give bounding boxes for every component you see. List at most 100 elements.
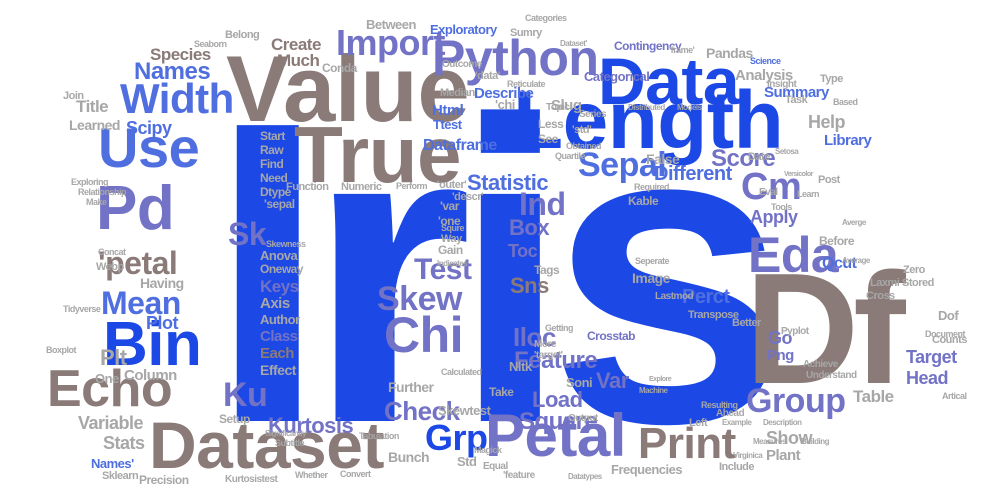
word-mean: Mean bbox=[101, 285, 181, 321]
word-start: Start bbox=[260, 129, 285, 143]
word-std-quoted: 'std' bbox=[572, 124, 592, 136]
word-eda: Eda bbox=[748, 227, 839, 283]
word-belong: Belong bbox=[225, 29, 260, 41]
word-eval: Eval bbox=[759, 187, 778, 198]
word-contingency: Contingency bbox=[614, 39, 682, 53]
word-true: True bbox=[294, 110, 461, 199]
word-grp: Grp bbox=[425, 417, 488, 458]
word-summary: Summary bbox=[764, 84, 829, 101]
word-insight: Insight bbox=[767, 79, 797, 90]
word-keys: Keys bbox=[260, 277, 299, 296]
word-author: Author bbox=[260, 312, 300, 327]
word-building: Building bbox=[801, 437, 830, 446]
word-getting: Getting bbox=[545, 323, 574, 333]
word-sklearn: Sklearn bbox=[102, 470, 139, 482]
word-subtitle: Subtitle bbox=[275, 438, 305, 448]
word-describe: Describe bbox=[474, 85, 534, 102]
word-python: Python bbox=[432, 30, 599, 86]
word-frequencies: Frequencies bbox=[611, 462, 683, 477]
word-zero: Zero bbox=[903, 264, 925, 276]
word-iris: Iris bbox=[208, 33, 787, 501]
word-library: Library bbox=[824, 132, 872, 149]
word-dataset: Dataset bbox=[149, 408, 384, 482]
word-transpose: Transpose bbox=[688, 309, 739, 321]
word-iloc: Iloc bbox=[513, 322, 556, 352]
word-echo: Echo bbox=[47, 360, 173, 418]
word-pd: Pd bbox=[96, 174, 175, 243]
word-series: Series bbox=[579, 109, 607, 120]
word-cm: Cm bbox=[741, 166, 802, 208]
word-type: Type bbox=[820, 73, 843, 85]
word-each: Each bbox=[260, 345, 294, 362]
word-versicolor: Versicolor bbox=[784, 171, 813, 178]
word-sumry: Sumry bbox=[510, 27, 542, 39]
word-better: Better bbox=[732, 317, 761, 329]
word-plant: Plant bbox=[766, 447, 801, 464]
word-descr-quoted: 'descr' bbox=[452, 191, 484, 203]
word-plot: Plot bbox=[146, 313, 179, 333]
word-html: Html bbox=[432, 102, 464, 119]
word-use: Use bbox=[98, 116, 200, 179]
word-average: Average bbox=[842, 256, 870, 265]
word-lastmod: Lastmod bbox=[655, 291, 694, 302]
word-webp: Webp bbox=[96, 261, 124, 273]
word-categorical: Categorical bbox=[584, 69, 650, 84]
word-names-quoted: Names' bbox=[91, 456, 134, 471]
word-include: Include bbox=[719, 461, 755, 473]
word-one: One bbox=[95, 371, 119, 386]
word-see: See bbox=[538, 132, 558, 146]
word-skewtest: Skewtest bbox=[438, 403, 491, 418]
word-understand: Understand bbox=[806, 370, 857, 381]
word-dataset-quoted: Dataset' bbox=[560, 39, 587, 48]
word-scipy: Scipy bbox=[126, 118, 172, 138]
word-median: Median bbox=[440, 87, 475, 99]
word-categories: Categories bbox=[525, 13, 567, 23]
word-dof: Dof bbox=[938, 308, 959, 323]
word-sepal-quoted: 'sepal bbox=[264, 197, 295, 211]
word-laxmi: Laxmi bbox=[870, 277, 900, 289]
word-numeric: Numeric bbox=[341, 181, 382, 193]
word-setup: Setup bbox=[219, 412, 250, 426]
word-table: Table bbox=[853, 387, 894, 406]
word-load: Load bbox=[532, 387, 583, 412]
word-date: Date bbox=[748, 151, 770, 163]
word-head: Head bbox=[906, 368, 949, 388]
word-seperate: Seperate bbox=[635, 256, 670, 266]
word-qcut: Qcut bbox=[822, 255, 857, 272]
word-kable: Kable bbox=[628, 194, 659, 208]
word-petal-quoted: 'petal bbox=[98, 245, 178, 281]
word-target: Target bbox=[906, 347, 957, 367]
word-stats: Stats bbox=[103, 433, 145, 453]
word-outcome: Outcome bbox=[442, 59, 482, 70]
word-soni: Soni bbox=[566, 375, 593, 390]
word-var: Var bbox=[596, 368, 629, 393]
word-species: Species bbox=[150, 45, 211, 64]
word-group: Group bbox=[746, 382, 846, 420]
word-slug: Slug bbox=[551, 97, 582, 114]
word-need: Need bbox=[260, 171, 288, 185]
word-chi-quoted: 'chi bbox=[495, 97, 515, 112]
word-calculated: Calculated bbox=[441, 367, 482, 377]
word-data: Data bbox=[598, 44, 740, 118]
word-apply: Apply bbox=[750, 207, 798, 227]
word-tags: Tags bbox=[534, 263, 560, 277]
word-feature-quoted: 'feature bbox=[503, 470, 535, 481]
word-image: Image bbox=[632, 270, 670, 286]
word-score: Score bbox=[711, 145, 776, 172]
word-less: Less bbox=[538, 117, 564, 131]
word-chi: Chi bbox=[384, 307, 464, 363]
word-different: Different bbox=[654, 163, 732, 185]
word-sns: Sns bbox=[510, 273, 549, 298]
word-learn: Learn bbox=[797, 189, 820, 199]
word-target-quoted: 'target' bbox=[534, 350, 563, 361]
word-value: Value bbox=[226, 36, 470, 141]
word-setosa: Setosa bbox=[775, 147, 799, 156]
word-distributed: Distributed bbox=[628, 103, 665, 112]
word-tabulation: Tabulation bbox=[359, 431, 399, 441]
word-box: Box bbox=[509, 215, 550, 240]
word-models: Models bbox=[677, 103, 702, 112]
word-artical: Artical bbox=[942, 391, 967, 401]
word-based: Based bbox=[833, 97, 858, 107]
word-topic: Topic bbox=[546, 102, 570, 113]
word-resulting: Resulting bbox=[701, 400, 738, 410]
